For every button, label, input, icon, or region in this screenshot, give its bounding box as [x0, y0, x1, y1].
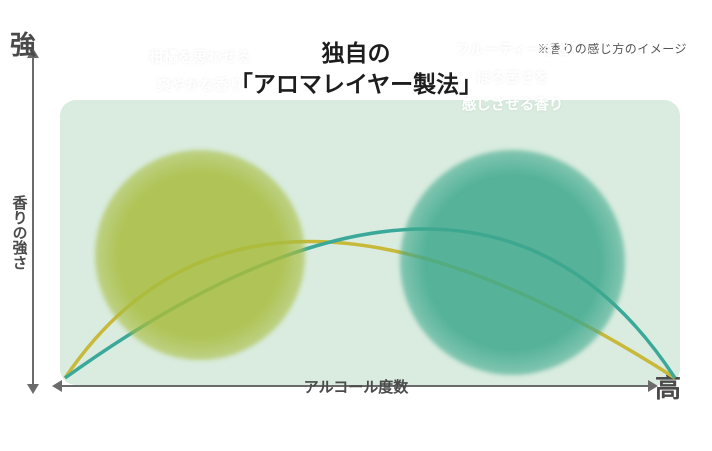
- chart-title: 独自の 「アロマレイヤー製法」: [0, 38, 712, 100]
- yaxis-top-label: 強: [10, 25, 36, 62]
- yaxis-arrow: [32, 56, 34, 386]
- fruity-blob: [400, 150, 625, 375]
- yaxis-title: 香りの強さ: [7, 195, 30, 270]
- chart-root: ※香りの感じ方のイメージ 独自の 「アロマレイヤー製法」 強 香りの強さ アルコ…: [0, 0, 712, 451]
- citrus-blob: [95, 150, 305, 360]
